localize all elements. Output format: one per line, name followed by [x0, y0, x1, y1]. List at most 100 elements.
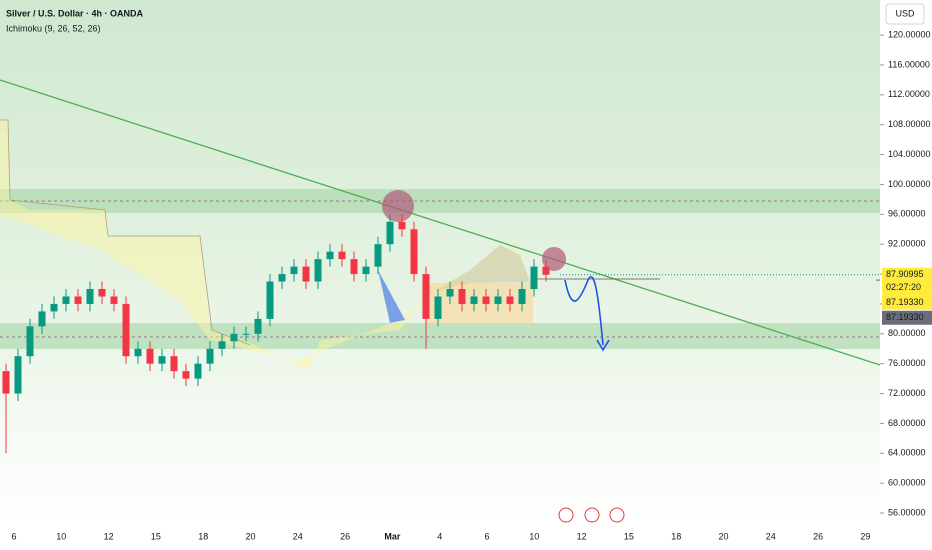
- event-icon[interactable]: [558, 507, 574, 523]
- event-icon[interactable]: [584, 507, 600, 523]
- candles: [2, 214, 550, 454]
- x-tick-label: 4: [437, 531, 442, 541]
- y-tick-label: 60.00000: [888, 478, 926, 488]
- candle-body: [206, 348, 214, 364]
- x-tick-label: 10: [56, 531, 66, 541]
- candle-body: [362, 266, 370, 275]
- y-tick-label: 108.00000: [888, 119, 931, 129]
- y-tick-label: 100.00000: [888, 179, 931, 189]
- candle-body: [74, 296, 82, 304]
- indicator-label: Ichimoku (9, 26, 52, 26): [6, 23, 101, 33]
- x-tick-label: 20: [245, 531, 255, 541]
- x-tick-label: 18: [671, 531, 681, 541]
- last-price-box: [882, 267, 932, 296]
- chart-title: Silver / U.S. Dollar · 4h · OANDA: [6, 8, 144, 18]
- x-tick-label: 15: [151, 531, 161, 541]
- candle-body: [494, 296, 502, 304]
- currency-button[interactable]: [885, 3, 925, 25]
- candle-body: [350, 259, 358, 275]
- candle-body: [290, 266, 298, 275]
- price-line-label: 87.19330: [886, 312, 924, 322]
- candle-body: [542, 266, 550, 275]
- y-tick-label: 96.00000: [888, 209, 926, 219]
- y-tick-label: 72.00000: [888, 388, 926, 398]
- candle-body: [122, 303, 130, 357]
- candle-body: [374, 244, 382, 267]
- x-tick-label: 12: [104, 531, 114, 541]
- arrow-head: [596, 339, 610, 352]
- x-tick-label: 20: [718, 531, 728, 541]
- ichimoku-cloud: [420, 245, 530, 300]
- candle-body: [338, 251, 346, 260]
- ichimoku-cloud: [0, 120, 530, 368]
- candle-body: [458, 289, 466, 304]
- highlight-circle: [542, 247, 566, 271]
- trendline: [0, 79, 881, 366]
- candle-body: [254, 318, 262, 334]
- candle-body: [50, 303, 58, 312]
- y-tick-label: 56.00000: [888, 507, 926, 517]
- arrow: [378, 270, 405, 323]
- candle-body: [26, 326, 34, 357]
- candle-body: [62, 296, 70, 304]
- x-tick-label: 6: [11, 531, 16, 541]
- last-price: 87.90995: [886, 269, 924, 279]
- candle-body: [242, 333, 250, 335]
- x-tick-label: 18: [198, 531, 208, 541]
- candle-body: [410, 229, 418, 275]
- candle-body: [134, 348, 142, 357]
- x-tick-label: 15: [624, 531, 634, 541]
- projection-path: [564, 276, 604, 346]
- countdown: 02:27:20: [886, 282, 921, 292]
- x-tick-label: 24: [766, 531, 776, 541]
- candle-body: [434, 296, 442, 319]
- candle-body: [386, 221, 394, 245]
- candle-body: [86, 289, 94, 304]
- candle-body: [218, 341, 226, 349]
- candle-body: [182, 371, 190, 379]
- candle-body: [302, 266, 310, 282]
- candle-body: [314, 259, 322, 282]
- candle-body: [194, 363, 202, 379]
- y-tick-label: 68.00000: [888, 418, 926, 428]
- plot-background: [0, 0, 880, 525]
- y-tick-label: 64.00000: [888, 448, 926, 458]
- candle-body: [170, 356, 178, 372]
- y-tick-label: 76.00000: [888, 358, 926, 368]
- price-line-label: 87.19330: [886, 297, 924, 307]
- y-tick-label: 104.00000: [888, 149, 931, 159]
- x-tick-label: Mar: [384, 531, 401, 541]
- candle-body: [110, 296, 118, 304]
- candle-body: [422, 274, 430, 319]
- price-line-box: [882, 295, 932, 310]
- candle-body: [278, 274, 286, 282]
- candle-body: [470, 296, 478, 304]
- x-tick-label: 6: [484, 531, 489, 541]
- candle-body: [230, 333, 238, 342]
- candle-body: [2, 371, 10, 394]
- x-tick-label: 24: [293, 531, 303, 541]
- candle-body: [482, 296, 490, 304]
- y-tick-label: 120.00000: [888, 29, 931, 39]
- candle-body: [530, 266, 538, 290]
- range-box: [425, 283, 533, 323]
- x-tick-label: 26: [340, 531, 350, 541]
- candle-body: [146, 348, 154, 364]
- x-tick-label: 26: [813, 531, 823, 541]
- candle-body: [326, 251, 334, 260]
- currency: USD: [895, 8, 915, 18]
- candle-body: [446, 289, 454, 297]
- candle-body: [98, 289, 106, 297]
- y-tick-label: 92.00000: [888, 239, 926, 249]
- event-icons[interactable]: [558, 507, 625, 523]
- candle-body: [506, 296, 514, 304]
- support-zone: [0, 323, 880, 349]
- event-icon[interactable]: [609, 507, 625, 523]
- time-axis: [0, 525, 880, 550]
- y-tick-label: 112.00000: [888, 89, 930, 99]
- candle-body: [14, 356, 22, 394]
- y-tick-label: 80.00000: [888, 328, 926, 338]
- x-tick-label: 29: [860, 531, 870, 541]
- ichimoku-line: [0, 119, 251, 346]
- candle-body: [266, 281, 274, 319]
